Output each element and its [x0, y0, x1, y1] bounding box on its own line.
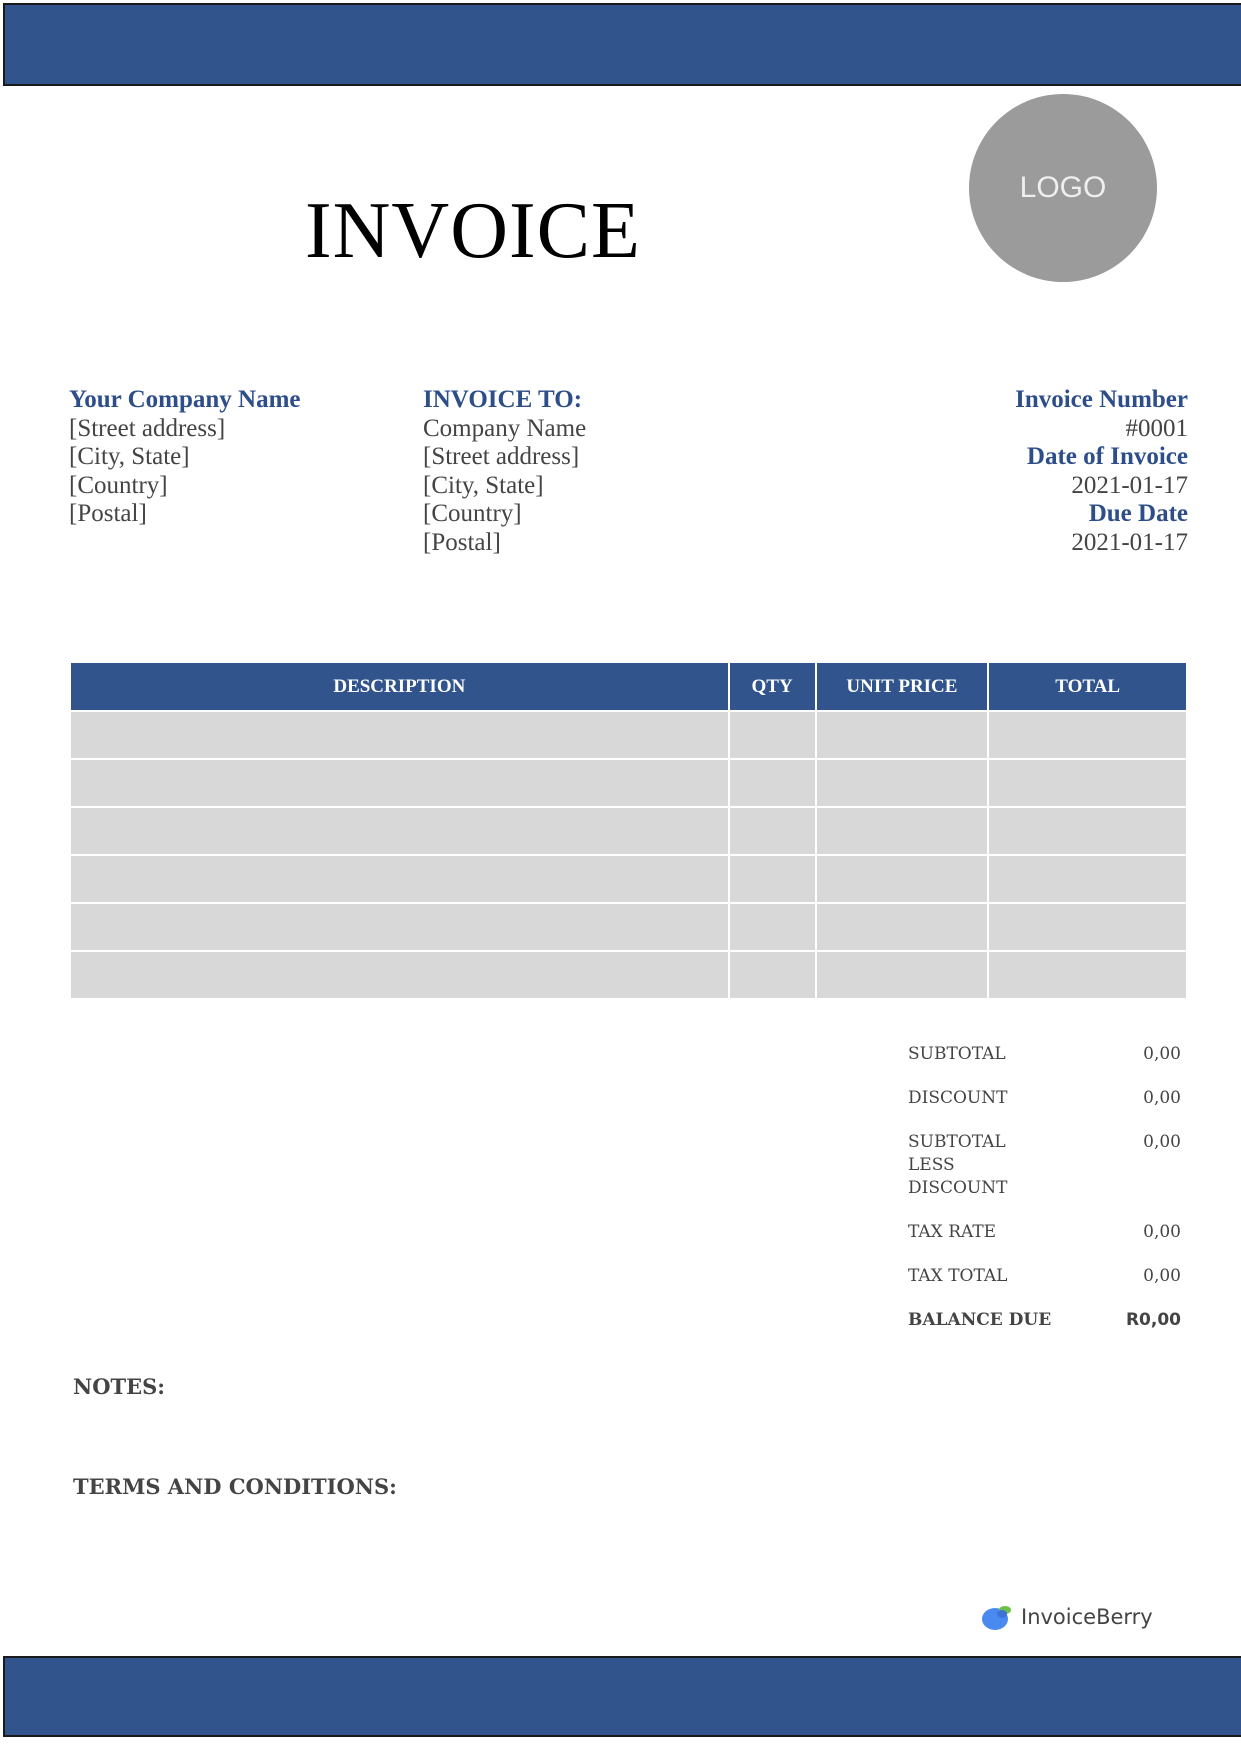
- terms-label: TERMS AND CONDITIONS:: [73, 1474, 397, 1499]
- footer-band: [3, 1656, 1241, 1737]
- recipient-country: [Country]: [423, 500, 522, 528]
- cell-unit-price[interactable]: [814, 710, 990, 760]
- recipient-address: INVOICE TO: Company Name [Street address…: [423, 386, 586, 558]
- header-band: [3, 3, 1241, 86]
- cell-unit-price[interactable]: [814, 950, 990, 1000]
- cell-qty[interactable]: [727, 710, 817, 760]
- due-date: 2021-01-17: [1071, 528, 1188, 556]
- cell-total[interactable]: [987, 854, 1188, 904]
- tax-rate-label: TAX RATE: [908, 1222, 997, 1242]
- cell-description[interactable]: [69, 854, 730, 904]
- col-description: DESCRIPTION: [69, 663, 730, 712]
- sender-country: [Country]: [69, 471, 168, 499]
- due-date-label: Due Date: [1088, 500, 1188, 528]
- subtotal-less-discount-value: 0,00: [1143, 1132, 1181, 1152]
- tax-total-label: TAX TOTAL: [908, 1266, 1008, 1286]
- cell-total[interactable]: [987, 710, 1188, 760]
- balance-due-label: BALANCE DUE: [908, 1310, 1052, 1330]
- cell-total[interactable]: [987, 806, 1188, 856]
- notes-label: NOTES:: [73, 1374, 166, 1399]
- cell-description[interactable]: [69, 710, 730, 760]
- col-qty: QTY: [727, 663, 817, 712]
- table-row: [69, 854, 1188, 904]
- discount-label: DISCOUNT: [908, 1088, 1008, 1108]
- discount-row: DISCOUNT 0,00: [908, 1087, 1181, 1110]
- cell-unit-price[interactable]: [814, 902, 990, 952]
- cell-unit-price[interactable]: [814, 854, 990, 904]
- recipient-postal: [Postal]: [423, 528, 501, 556]
- tax-rate-value: 0,00: [1143, 1222, 1181, 1242]
- cell-qty[interactable]: [727, 758, 817, 808]
- subtotal-value: 0,00: [1143, 1044, 1181, 1064]
- invoice-date-label: Date of Invoice: [1026, 443, 1188, 471]
- discount-value: 0,00: [1143, 1088, 1181, 1108]
- brand-logo: InvoiceBerry: [981, 1602, 1153, 1632]
- invoice-title: INVOICE: [305, 187, 641, 275]
- cell-total[interactable]: [987, 758, 1188, 808]
- cell-total[interactable]: [987, 902, 1188, 952]
- tax-rate-row: TAX RATE 0,00: [908, 1221, 1181, 1244]
- invoice-meta: Invoice Number #0001 Date of Invoice 202…: [1015, 386, 1188, 558]
- cell-qty[interactable]: [727, 902, 817, 952]
- cell-qty[interactable]: [727, 806, 817, 856]
- table-row: [69, 710, 1188, 760]
- sender-city: [City, State]: [69, 443, 190, 471]
- recipient-city: [City, State]: [423, 471, 544, 499]
- subtotal-less-discount-label: SUBTOTAL LESS DISCOUNT: [908, 1132, 1008, 1198]
- tax-total-row: TAX TOTAL 0,00: [908, 1265, 1181, 1288]
- invoice-to-heading: INVOICE TO:: [423, 386, 583, 413]
- balance-due-value: R0,00: [1125, 1310, 1181, 1330]
- berry-icon: [982, 1606, 1011, 1630]
- sender-street: [Street address]: [69, 414, 226, 442]
- col-total: TOTAL: [987, 663, 1188, 712]
- cell-unit-price[interactable]: [814, 758, 990, 808]
- invoice-number-label: Invoice Number: [1015, 386, 1188, 413]
- brand-name: InvoiceBerry: [1021, 1605, 1153, 1629]
- cell-qty[interactable]: [727, 950, 817, 1000]
- sender-company-name: Your Company Name: [69, 386, 301, 413]
- subtotal-label: SUBTOTAL: [908, 1044, 1006, 1064]
- sender-postal: [Postal]: [69, 500, 147, 528]
- logo-text: LOGO: [1019, 171, 1107, 204]
- col-unit-price: UNIT PRICE: [814, 663, 990, 712]
- table-row: [69, 758, 1188, 808]
- table-row: [69, 806, 1188, 856]
- recipient-company: Company Name: [423, 414, 587, 442]
- cell-unit-price[interactable]: [814, 806, 990, 856]
- invoice-number: #0001: [1125, 414, 1189, 442]
- cell-description[interactable]: [69, 758, 730, 808]
- logo-placeholder[interactable]: LOGO: [969, 94, 1157, 282]
- cell-description[interactable]: [69, 950, 730, 1000]
- line-items-table: DESCRIPTION QTY UNIT PRICE TOTAL: [69, 663, 1188, 1000]
- cell-qty[interactable]: [727, 854, 817, 904]
- subtotal-less-discount-row: SUBTOTAL LESS DISCOUNT 0,00: [908, 1131, 1181, 1200]
- recipient-street: [Street address]: [423, 443, 580, 471]
- subtotal-row: SUBTOTAL 0,00: [908, 1043, 1181, 1066]
- table-row: [69, 902, 1188, 952]
- table-row: [69, 950, 1188, 1000]
- tax-total-value: 0,00: [1143, 1266, 1181, 1286]
- cell-description[interactable]: [69, 806, 730, 856]
- cell-total[interactable]: [987, 950, 1188, 1000]
- sender-address: Your Company Name [Street address] [City…: [69, 386, 301, 529]
- balance-due-row: BALANCE DUE R0,00: [908, 1309, 1181, 1332]
- cell-description[interactable]: [69, 902, 730, 952]
- totals-block: SUBTOTAL 0,00 DISCOUNT 0,00 SUBTOTAL LESS …: [908, 1043, 1181, 1353]
- invoice-date: 2021-01-17: [1071, 471, 1188, 499]
